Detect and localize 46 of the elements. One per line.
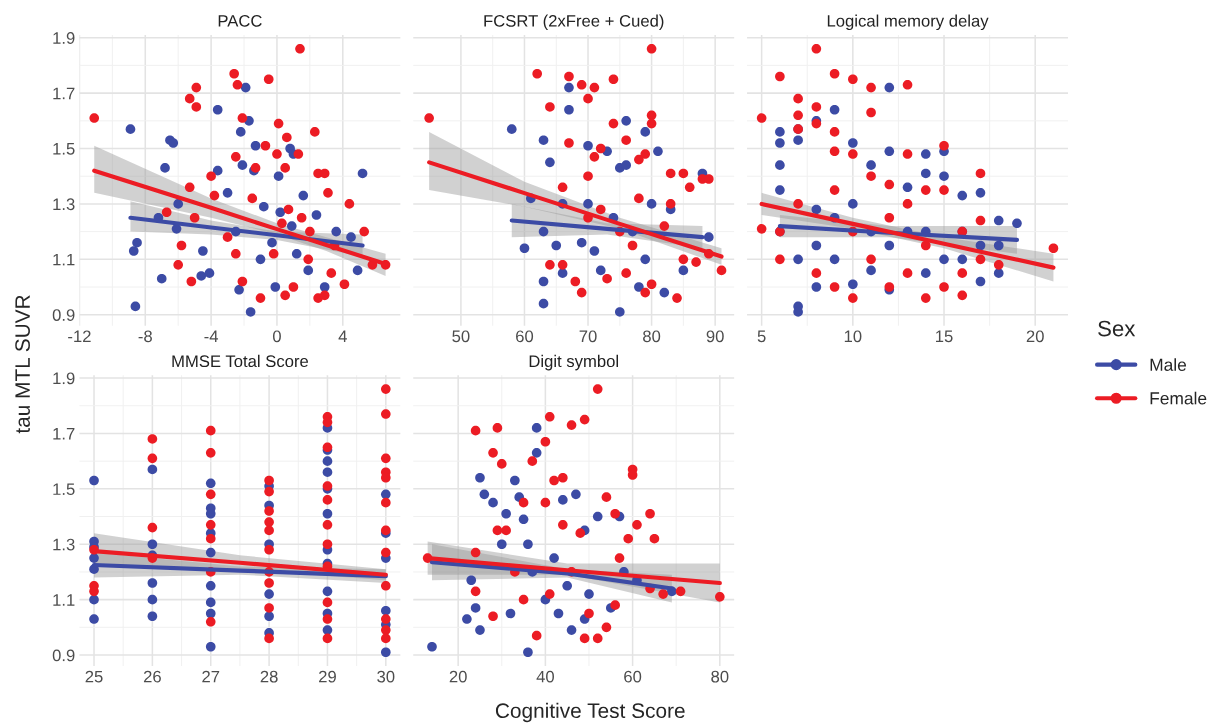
chart-title: Logical memory delay	[827, 14, 989, 31]
y-tick-label: 1.7	[53, 428, 75, 440]
y-tick-label: 0.9	[52, 649, 75, 662]
chart-title: FCSRT (2xFree + Cued)	[484, 14, 664, 31]
x-tick-label: 80	[711, 670, 729, 683]
x-axis-title: Cognitive Test Score	[495, 702, 685, 723]
x-tick-label: -4	[204, 330, 219, 343]
x-tick-label: 28	[260, 670, 278, 683]
chart-title: MMSE Total Score	[172, 354, 309, 368]
y-tick-label: 0.9	[52, 309, 75, 321]
x-tick-label: 30	[377, 670, 395, 683]
legend-label: Female	[1150, 391, 1207, 405]
x-tick-label: 27	[202, 670, 220, 683]
x-tick-label: 90	[706, 330, 724, 343]
x-tick-label: -12	[68, 330, 91, 343]
x-tick-label: 20	[449, 670, 467, 683]
x-tick-label: 50	[452, 330, 470, 343]
legend-title: Sex	[1098, 320, 1136, 337]
x-tick-label: 15	[936, 330, 953, 343]
x-tick-label: -8	[138, 330, 152, 343]
x-tick-label: 60	[624, 670, 642, 683]
x-tick-label: 40	[536, 670, 554, 683]
x-tick-label: 80	[643, 330, 661, 343]
x-tick-label: 26	[143, 670, 161, 683]
chart-title: Digit symbol	[529, 354, 618, 371]
y-tick-label: 1.9	[53, 32, 75, 44]
x-tick-label: 4	[338, 330, 347, 343]
x-tick-label: 70	[579, 330, 597, 343]
y-tick-label: 1.9	[53, 372, 75, 385]
chart-title: PACC	[218, 14, 262, 27]
y-tick-label: 1.5	[53, 483, 75, 496]
y-tick-label: 1.1	[53, 594, 75, 606]
x-tick-label: 20	[1026, 330, 1044, 343]
x-tick-label: 25	[85, 670, 103, 683]
legend-label: Male	[1150, 358, 1187, 371]
x-tick-label: 0	[272, 330, 281, 343]
y-tick-label: 1.1	[53, 253, 75, 266]
y-tick-label: 1.3	[53, 198, 75, 211]
x-tick-label: 60	[516, 330, 534, 343]
y-tick-label: 1.5	[53, 143, 75, 155]
x-tick-label: 10	[844, 330, 862, 343]
y-tick-label: 1.3	[53, 538, 75, 551]
y-axis-title: tau MTL SUVR	[15, 295, 30, 434]
x-tick-label: 29	[319, 670, 336, 683]
x-tick-label: 5	[757, 330, 766, 343]
y-tick-label: 1.7	[53, 87, 75, 100]
